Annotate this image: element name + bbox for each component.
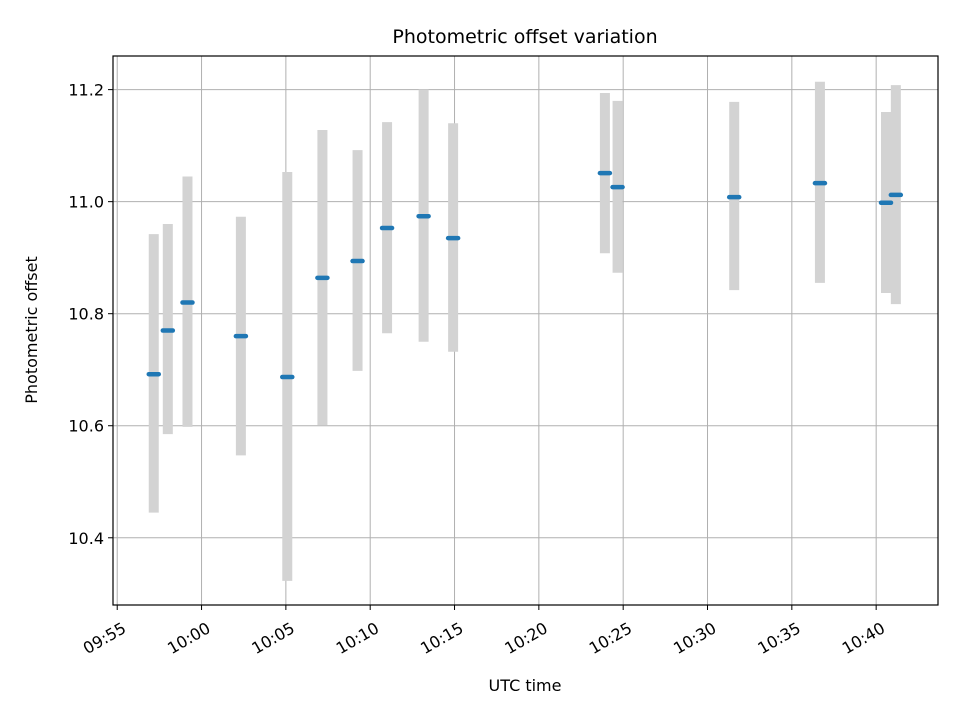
y-tick-label: 11.2	[68, 81, 104, 100]
x-axis-label: UTC time	[489, 676, 562, 695]
y-tick-label: 10.4	[68, 529, 104, 548]
plot-area-frame	[112, 55, 939, 606]
y-tick-label: 10.8	[68, 305, 104, 324]
chart-title: Photometric offset variation	[392, 26, 657, 48]
data-points	[146, 170, 904, 380]
y-axis-label: Photometric offset	[22, 256, 41, 404]
y-tick-label: 11.0	[68, 193, 104, 212]
y-axis-ticks: 10.4 10.6 10.8 11.0 11.2	[68, 81, 113, 548]
grid	[113, 56, 938, 605]
y-tick-label: 10.6	[68, 417, 104, 436]
